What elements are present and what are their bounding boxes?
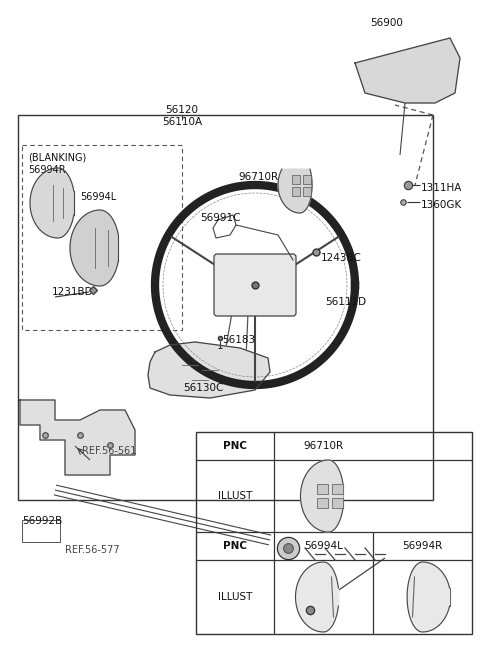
Bar xyxy=(22,145,182,330)
Polygon shape xyxy=(30,168,74,238)
Text: 1243BC: 1243BC xyxy=(321,253,362,263)
Text: 56130C: 56130C xyxy=(183,383,223,393)
Bar xyxy=(332,498,343,508)
Polygon shape xyxy=(300,460,343,532)
Text: 96710R: 96710R xyxy=(238,172,278,182)
Bar xyxy=(18,115,433,500)
Text: 56994R: 56994R xyxy=(28,165,66,175)
Bar xyxy=(316,484,327,494)
Text: 96710R: 96710R xyxy=(303,441,344,451)
Text: 56991C: 56991C xyxy=(200,213,240,223)
Text: 1311HA: 1311HA xyxy=(421,183,462,193)
Bar xyxy=(316,498,327,508)
Bar xyxy=(22,520,60,542)
Polygon shape xyxy=(70,210,119,286)
Bar xyxy=(332,484,343,494)
Text: 56110A: 56110A xyxy=(162,117,202,127)
Text: ILLUST: ILLUST xyxy=(218,491,252,501)
Text: 56111D: 56111D xyxy=(325,297,366,307)
Bar xyxy=(292,187,300,196)
Bar xyxy=(303,187,311,196)
Polygon shape xyxy=(407,562,450,632)
Bar xyxy=(292,175,300,184)
Bar xyxy=(196,432,472,634)
Text: 1360GK: 1360GK xyxy=(421,200,462,210)
Polygon shape xyxy=(355,38,460,103)
Polygon shape xyxy=(20,400,135,475)
Text: 56992B: 56992B xyxy=(22,516,62,526)
Polygon shape xyxy=(278,169,312,213)
Text: 56900: 56900 xyxy=(370,18,403,28)
Text: 56994R: 56994R xyxy=(402,541,443,551)
Text: 56183: 56183 xyxy=(222,335,255,345)
Text: 56994L: 56994L xyxy=(80,192,116,202)
Text: 1231BD: 1231BD xyxy=(52,287,94,297)
Text: PNC: PNC xyxy=(223,441,247,451)
Bar xyxy=(303,175,311,184)
Text: (BLANKING): (BLANKING) xyxy=(28,152,86,162)
Text: 56120: 56120 xyxy=(166,105,199,115)
FancyBboxPatch shape xyxy=(214,254,296,316)
Text: 56994L: 56994L xyxy=(304,541,343,551)
Polygon shape xyxy=(148,342,270,398)
Text: PNC: PNC xyxy=(223,541,247,551)
Text: ILLUST: ILLUST xyxy=(218,592,252,602)
Polygon shape xyxy=(296,562,338,632)
Text: REF.56-577: REF.56-577 xyxy=(65,545,120,555)
Text: REF.56-561: REF.56-561 xyxy=(82,446,136,456)
